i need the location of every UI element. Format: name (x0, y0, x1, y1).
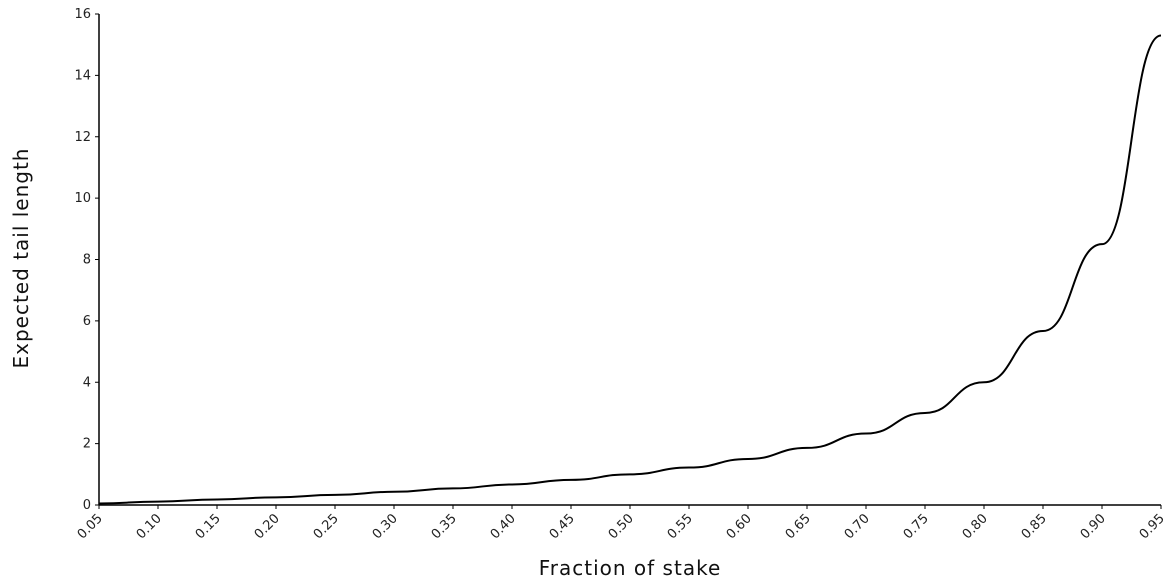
series-group (98, 34, 1162, 505)
series-line (98, 34, 1162, 505)
y-tick-label: 2 (83, 437, 91, 452)
x-tick-label: 0.20 (252, 511, 283, 542)
x-tick-label: 0.90 (1078, 511, 1109, 542)
y-axis-label: Expected tail length (9, 148, 33, 369)
x-axis-label: Fraction of stake (539, 556, 722, 580)
x-tick-label: 0.55 (665, 511, 696, 542)
x-tick-label: 0.50 (606, 511, 637, 542)
x-tick-label: 0.35 (429, 511, 460, 542)
x-tick-labels: 0.05 0.10 0.15 0.20 0.25 0.30 0.35 0.40 0.45 0.50… (75, 505, 1167, 542)
y-tick-label: 14 (74, 68, 91, 83)
x-tick-label: 0.70 (842, 511, 873, 542)
x-tick-label: 0.40 (488, 511, 519, 542)
x-tick-label: 0.15 (193, 511, 224, 542)
x-tick-label: 0.65 (783, 511, 814, 542)
x-tick-label: 0.60 (724, 511, 755, 542)
y-tick-label: 16 (74, 7, 91, 22)
x-tick-label: 0.30 (370, 511, 401, 542)
x-tick-label: 0.25 (311, 511, 342, 542)
x-tick-label: 0.85 (1019, 511, 1050, 542)
x-tick-label: 0.95 (1137, 511, 1167, 542)
x-tick-label: 0.45 (547, 511, 578, 542)
y-tick-label: 8 (83, 253, 91, 268)
y-tick-label: 6 (83, 314, 91, 329)
y-tick-label: 10 (74, 191, 91, 206)
y-tick-label: 4 (83, 375, 91, 390)
y-tick-label: 0 (83, 498, 91, 513)
x-tick-label: 0.75 (901, 511, 932, 542)
x-tick-label: 0.05 (75, 511, 106, 542)
y-tick-labels: 0 2 4 6 8 10 12 14 16 (74, 7, 99, 513)
y-tick-label: 12 (74, 130, 91, 145)
x-tick-label: 0.80 (960, 511, 991, 542)
x-tick-label: 0.10 (134, 511, 165, 542)
